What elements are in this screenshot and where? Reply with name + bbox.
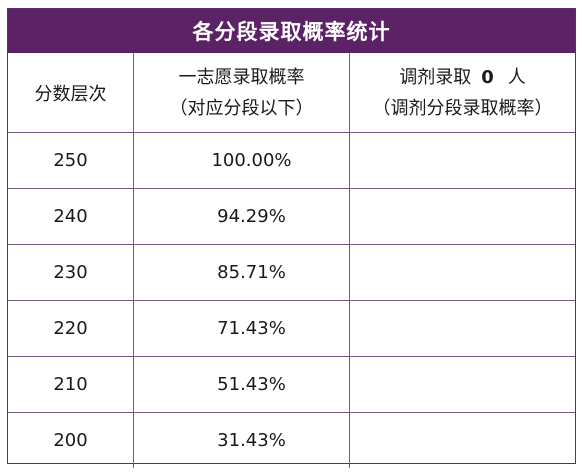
table-row: 220 71.43% [8, 300, 575, 356]
header-adjusted-line2: （调剂分段录取概率） [372, 97, 553, 119]
table-row: 200 31.43% [8, 412, 575, 468]
adjusted-cell [350, 245, 575, 300]
first-choice-cell: 94.29% [134, 189, 350, 244]
header-adjusted: 调剂录取 0 人 （调剂分段录取概率） [350, 53, 575, 132]
header-first-choice-line1: 一志愿录取概率 [178, 66, 305, 88]
admission-probability-table: 各分段录取概率统计 分数层次 一志愿录取概率 （对应分段以下） 调剂录取 0 人 （… [7, 8, 576, 468]
header-adjusted-count: 0 [481, 66, 494, 88]
table-row: 240 94.29% [8, 188, 575, 244]
header-score-level: 分数层次 [8, 53, 134, 132]
header-first-choice: 一志愿录取概率 （对应分段以下） [134, 53, 350, 132]
score-cell: 230 [8, 245, 134, 300]
table-title: 各分段录取概率统计 [8, 9, 575, 53]
table-header-row: 分数层次 一志愿录取概率 （对应分段以下） 调剂录取 0 人 （调剂分段录取概率） [8, 53, 575, 132]
first-choice-cell: 31.43% [134, 413, 350, 468]
header-adjusted-line1: 调剂录取 0 人 [399, 62, 526, 93]
table-row: 210 51.43% [8, 356, 575, 412]
score-cell: 200 [8, 413, 134, 468]
first-choice-cell: 71.43% [134, 301, 350, 356]
header-first-choice-line2: （对应分段以下） [169, 97, 314, 119]
score-cell: 240 [8, 189, 134, 244]
header-adjusted-prefix: 调剂录取 [399, 66, 472, 88]
header-adjusted-suffix: 人 [507, 66, 526, 88]
table-row: 230 85.71% [8, 244, 575, 300]
score-cell: 210 [8, 357, 134, 412]
table-row: 250 100.00% [8, 132, 575, 188]
score-cell: 250 [8, 133, 134, 188]
first-choice-cell: 51.43% [134, 357, 350, 412]
adjusted-cell [350, 413, 575, 468]
adjusted-cell [350, 301, 575, 356]
adjusted-cell [350, 133, 575, 188]
adjusted-cell [350, 189, 575, 244]
adjusted-cell [350, 357, 575, 412]
first-choice-cell: 100.00% [134, 133, 350, 188]
score-cell: 220 [8, 301, 134, 356]
first-choice-cell: 85.71% [134, 245, 350, 300]
